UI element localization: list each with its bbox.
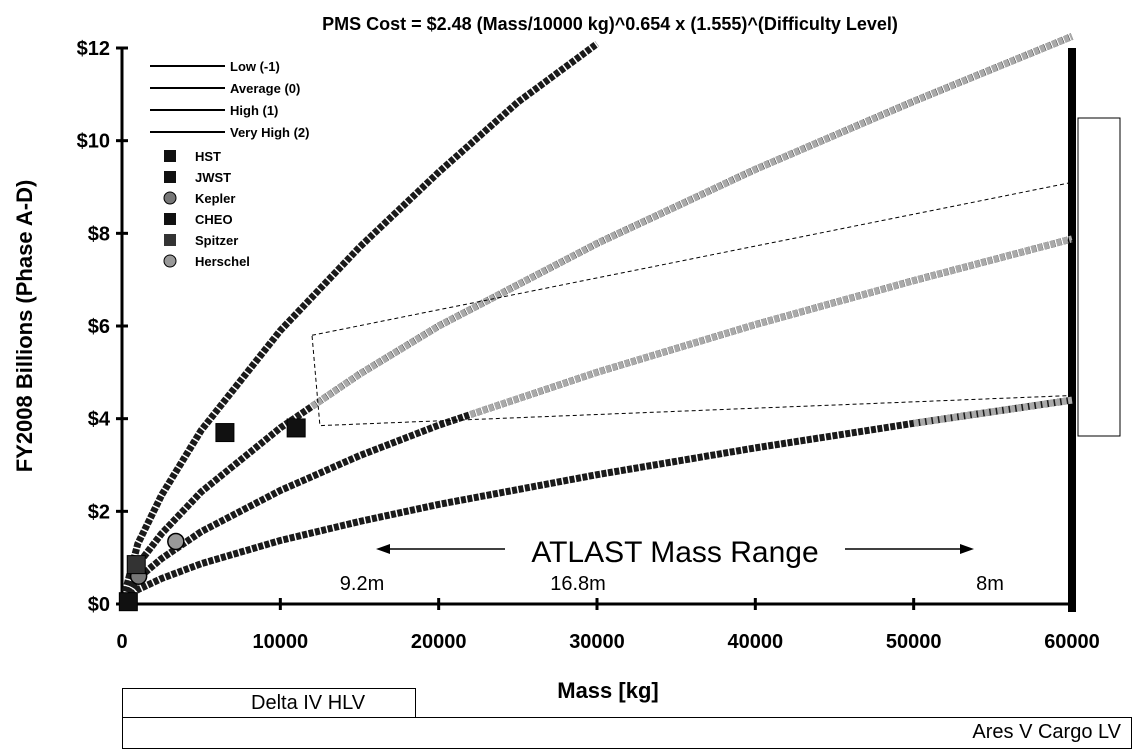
legend-label-kepler: Kepler xyxy=(195,191,235,206)
x-tick-label: 50000 xyxy=(886,631,942,653)
x-tick-label: 60000 xyxy=(1044,631,1100,653)
x-tick-label: 0 xyxy=(116,631,127,653)
legend-label-cheo: CHEO xyxy=(195,212,233,227)
legend-marker-herschel xyxy=(163,254,177,268)
y-tick-label: $4 xyxy=(88,409,111,431)
range-arrowhead-right xyxy=(960,544,974,554)
y-tick-label: $0 xyxy=(88,594,110,616)
point-herschel xyxy=(167,532,185,551)
y-tick-label: $12 xyxy=(77,38,110,60)
x-tick-label: 40000 xyxy=(728,631,784,653)
legend-label-very-high-2: Very High (2) xyxy=(230,125,309,140)
range-marker-label: 8m xyxy=(976,573,1004,595)
y-tick-label: $2 xyxy=(88,501,110,523)
ares-v-cargo-lv-label: Ares V Cargo LV xyxy=(972,721,1121,743)
legend-label-jwst: JWST xyxy=(195,170,231,185)
legend-label-hst: HST xyxy=(195,149,221,164)
legend-marker-cheo xyxy=(164,213,176,225)
series-line-very-high-2 xyxy=(118,40,600,605)
delta-iv-hlv-label: Delta IV HLV xyxy=(251,692,366,714)
series-line-low-1 xyxy=(119,396,1073,607)
legend-marker-hst xyxy=(164,150,176,162)
range-arrowhead-left xyxy=(376,544,390,554)
legend: Low (-1) Average (0) High (1) Very High (2)… xyxy=(150,59,309,269)
legend-marker-spitzer xyxy=(164,234,176,246)
data-points xyxy=(118,418,306,612)
side-box xyxy=(1077,117,1121,437)
range-marker-label: 16.8m xyxy=(550,573,606,595)
legend-marker-kepler xyxy=(163,191,177,205)
legend-label-high-1: High (1) xyxy=(230,103,278,118)
series-highlight-average-0 xyxy=(469,235,1073,418)
delta-iv-hlv-bar: Delta IV HLV xyxy=(122,688,416,718)
series-highlight-low-1 xyxy=(913,396,1073,427)
point-spitzer xyxy=(126,555,146,575)
range-marker-label: 9.2m xyxy=(340,573,384,595)
legend-label-spitzer: Spitzer xyxy=(195,233,238,248)
y-axis-label: FY2008 Billions (Phase A-D) xyxy=(12,180,37,473)
legend-label-average-0: Average (0) xyxy=(230,81,300,96)
legend-label-low-1: Low (-1) xyxy=(230,59,280,74)
x-tick-label: 20000 xyxy=(411,631,467,653)
legend-label-herschel: Herschel xyxy=(195,254,250,269)
y-tick-label: $8 xyxy=(88,223,110,245)
y-tick-label: $10 xyxy=(77,131,110,153)
axes: PMS Cost = $2.48 (Mass/10000 kg)^0.654 x… xyxy=(12,14,1121,703)
chart-title: PMS Cost = $2.48 (Mass/10000 kg)^0.654 x… xyxy=(322,14,898,34)
series-line-high-1 xyxy=(118,33,1074,606)
x-axis-label: Mass [kg] xyxy=(557,678,658,703)
x-tick-label: 10000 xyxy=(253,631,309,653)
series-highlight-high-1 xyxy=(310,33,1074,410)
atlast-range-box xyxy=(311,181,1073,427)
x-tick-label: 30000 xyxy=(569,631,625,653)
atlast-range-label: ATLAST Mass Range xyxy=(531,536,818,569)
series-group xyxy=(118,33,1074,607)
ares-v-cargo-lv-bar: Ares V Cargo LV xyxy=(122,717,1132,749)
point-cheo xyxy=(118,592,138,612)
point-jwst xyxy=(215,423,235,443)
annotations: ATLAST Mass Range 9.2m 16.8m 8m xyxy=(311,181,1073,595)
point-hst xyxy=(286,418,306,438)
legend-marker-jwst xyxy=(164,171,176,183)
y-tick-label: $6 xyxy=(88,316,110,338)
